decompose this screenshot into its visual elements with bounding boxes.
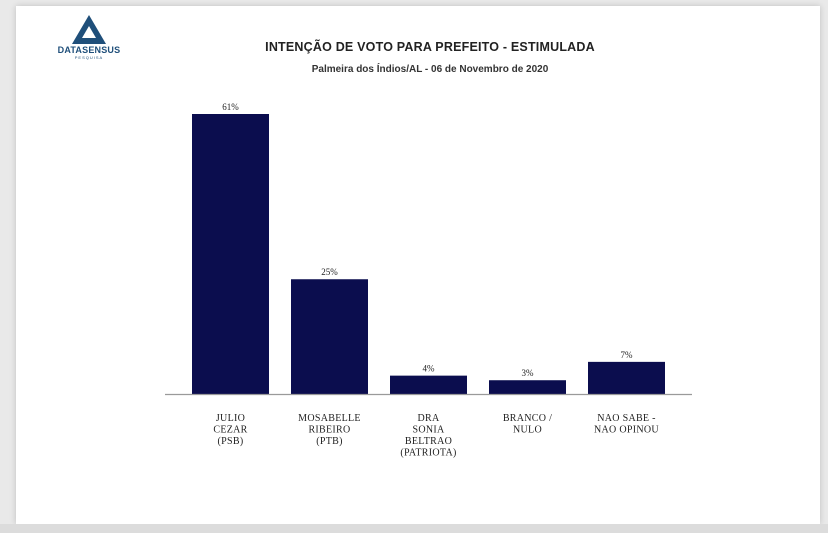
bar — [390, 375, 467, 394]
bar-value-label: 4% — [423, 364, 436, 374]
category-label: NULO — [513, 425, 542, 436]
category-label: (PATRIOTA) — [400, 448, 456, 459]
bar-value-label: 25% — [321, 267, 338, 277]
bar-value-label: 7% — [621, 350, 634, 360]
chart-title: INTENÇÃO DE VOTO PARA PREFEITO - ESTIMUL… — [265, 40, 595, 54]
logo-tagline: PESQUISA — [74, 55, 104, 60]
category-label: SONIA — [412, 425, 445, 436]
category-label: MOSABELLE — [298, 413, 361, 424]
category-label: NAO OPINOU — [594, 425, 659, 436]
bar — [588, 361, 665, 394]
logo-triangle-icon — [72, 15, 106, 44]
category-label: (PTB) — [316, 436, 343, 447]
category-label: BELTRAO — [405, 436, 452, 447]
chart-subtitle: Palmeira dos Índios/AL - 06 de Novembro … — [311, 64, 549, 75]
logo-wordmark: DATASENSUS — [57, 45, 121, 55]
page-edge — [0, 524, 828, 533]
category-label: NAO SABE - — [597, 413, 656, 424]
bar — [291, 279, 368, 394]
category-label: BRANCO / — [503, 413, 552, 424]
category-label: DRA — [417, 413, 439, 424]
category-label: RIBEIRO — [308, 425, 350, 436]
bar-value-label: 61% — [222, 102, 239, 112]
bar — [192, 114, 269, 394]
category-label: JULIO — [216, 413, 245, 424]
datasensus-logo: DATASENSUS PESQUISA — [56, 14, 122, 62]
category-label: CEZAR — [213, 425, 247, 436]
report-sheet — [16, 6, 820, 524]
bar — [489, 380, 566, 394]
bar-value-label: 3% — [522, 368, 535, 378]
category-label: (PSB) — [218, 436, 244, 447]
